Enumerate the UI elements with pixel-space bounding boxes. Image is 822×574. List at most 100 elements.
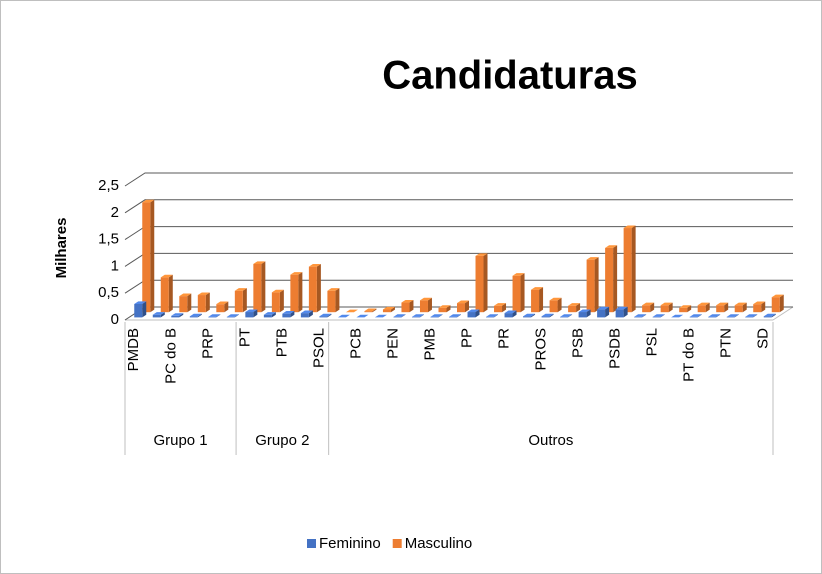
bar xyxy=(134,301,147,318)
bar xyxy=(345,309,358,313)
bar xyxy=(689,314,702,318)
bar xyxy=(208,314,221,318)
bar-front xyxy=(475,255,484,313)
bar-top xyxy=(726,314,739,317)
bar-top xyxy=(308,264,321,267)
bar-top xyxy=(300,310,313,314)
bar-top xyxy=(271,289,284,293)
bar-side xyxy=(316,264,321,313)
bar-side xyxy=(438,314,443,318)
bar xyxy=(679,305,692,313)
bar-side xyxy=(335,288,340,313)
y-tick-label: 1,5 xyxy=(98,231,119,248)
bar-front xyxy=(763,316,772,318)
bar-top xyxy=(763,313,776,317)
bar-top xyxy=(134,301,147,304)
bar-side xyxy=(716,314,721,318)
bar xyxy=(393,314,406,318)
bar-front xyxy=(226,316,235,318)
bar-front xyxy=(171,315,180,318)
bar-front xyxy=(271,292,280,313)
bar-side xyxy=(557,297,562,313)
bar-top xyxy=(549,297,562,301)
bar-front xyxy=(771,297,780,313)
bar-side xyxy=(697,314,702,318)
grid-line xyxy=(124,172,793,187)
bar-side xyxy=(390,306,395,313)
bar xyxy=(697,302,710,313)
bar-front xyxy=(467,312,476,318)
bar-side xyxy=(594,257,599,313)
bar-top xyxy=(586,257,599,260)
bar-side xyxy=(771,313,776,318)
bar-top xyxy=(745,314,758,317)
bar xyxy=(438,305,451,313)
bar-front xyxy=(282,313,291,318)
bar-top xyxy=(652,314,665,317)
bar xyxy=(319,313,332,318)
x-tick-label: PSB xyxy=(570,328,587,358)
bar-side xyxy=(150,199,155,313)
bar xyxy=(179,293,192,313)
bar xyxy=(660,302,673,313)
bar xyxy=(337,314,350,318)
bar-front xyxy=(364,311,373,313)
bar xyxy=(734,302,747,313)
bar-side xyxy=(160,312,165,318)
bar-top xyxy=(356,314,369,318)
y-tick-label: 2,5 xyxy=(98,177,119,194)
bar-top xyxy=(374,314,387,318)
bar-top xyxy=(216,301,229,305)
y-tick-label: 1 xyxy=(111,257,119,274)
bar-side xyxy=(179,313,184,318)
bar-front xyxy=(734,305,743,313)
bar xyxy=(745,314,758,318)
bar xyxy=(467,309,480,318)
bar-side xyxy=(242,288,247,313)
bar-side xyxy=(779,294,784,313)
bar xyxy=(671,314,684,318)
bar-front xyxy=(308,266,317,313)
bar xyxy=(771,294,784,313)
bar-side xyxy=(742,302,747,313)
bar xyxy=(615,306,628,318)
bar-side xyxy=(724,302,729,313)
bar-front xyxy=(586,259,595,313)
bar-front xyxy=(689,316,698,318)
bar xyxy=(560,314,573,318)
bar-side xyxy=(576,303,581,313)
bar-top xyxy=(560,314,573,317)
bar xyxy=(549,297,562,313)
bar xyxy=(282,311,295,318)
bar xyxy=(401,299,414,313)
bar xyxy=(652,314,665,318)
bar xyxy=(605,245,618,313)
bar-front xyxy=(179,296,188,313)
bar-top xyxy=(401,299,414,303)
bar-top xyxy=(486,314,499,317)
bar-top xyxy=(531,287,544,290)
x-tick-label: PP xyxy=(458,328,475,348)
bar-front xyxy=(382,309,391,313)
bar-side xyxy=(261,261,266,313)
bar-top xyxy=(152,312,165,315)
x-tick-label: PTB xyxy=(273,328,290,357)
bar-side xyxy=(187,293,192,313)
group-label: Grupo 1 xyxy=(153,432,207,449)
bar xyxy=(189,313,202,318)
bar-top xyxy=(475,253,488,256)
bar-top xyxy=(189,313,202,317)
bar-front xyxy=(708,316,717,318)
x-tick-label: PSL xyxy=(644,328,661,356)
legend-label: Feminino xyxy=(319,535,381,552)
bar-top xyxy=(345,309,358,313)
bar-top xyxy=(197,292,210,296)
x-tick-label: PCB xyxy=(347,328,364,359)
bar-top xyxy=(716,302,729,306)
bar-side xyxy=(520,273,525,313)
x-tick-label: PRP xyxy=(199,328,216,359)
bar-front xyxy=(216,304,225,313)
bar xyxy=(726,314,739,318)
chart-title: Candidaturas xyxy=(382,54,638,98)
